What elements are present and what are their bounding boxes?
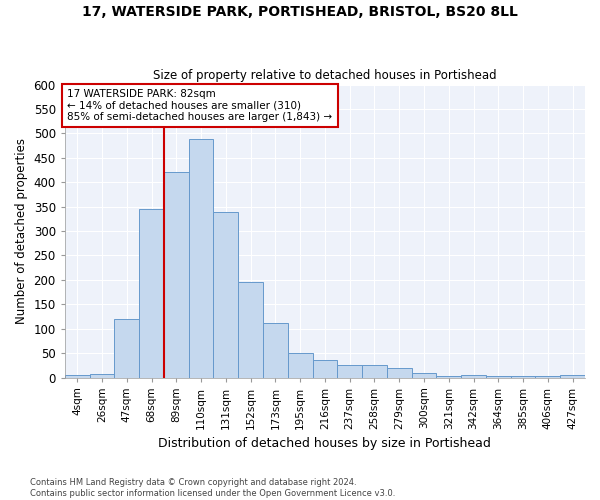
Bar xyxy=(65,375,89,378)
Y-axis label: Number of detached properties: Number of detached properties xyxy=(15,138,28,324)
Bar xyxy=(337,365,362,378)
Text: 17, WATERSIDE PARK, PORTISHEAD, BRISTOL, BS20 8LL: 17, WATERSIDE PARK, PORTISHEAD, BRISTOL,… xyxy=(82,5,518,19)
Bar xyxy=(560,375,585,378)
Bar xyxy=(188,139,214,378)
X-axis label: Distribution of detached houses by size in Portishead: Distribution of detached houses by size … xyxy=(158,437,491,450)
Bar xyxy=(436,376,461,378)
Bar xyxy=(288,353,313,378)
Bar xyxy=(511,376,535,378)
Bar xyxy=(115,319,139,378)
Bar xyxy=(535,376,560,378)
Bar xyxy=(139,209,164,378)
Bar xyxy=(412,372,436,378)
Text: 17 WATERSIDE PARK: 82sqm
← 14% of detached houses are smaller (310)
85% of semi-: 17 WATERSIDE PARK: 82sqm ← 14% of detach… xyxy=(67,89,332,122)
Bar xyxy=(486,376,511,378)
Bar xyxy=(214,212,238,378)
Text: Contains HM Land Registry data © Crown copyright and database right 2024.
Contai: Contains HM Land Registry data © Crown c… xyxy=(30,478,395,498)
Bar xyxy=(387,368,412,378)
Bar xyxy=(263,323,288,378)
Bar xyxy=(461,375,486,378)
Bar xyxy=(89,374,115,378)
Bar xyxy=(238,282,263,378)
Bar xyxy=(362,365,387,378)
Bar xyxy=(164,172,188,378)
Bar xyxy=(313,360,337,378)
Title: Size of property relative to detached houses in Portishead: Size of property relative to detached ho… xyxy=(153,69,497,82)
